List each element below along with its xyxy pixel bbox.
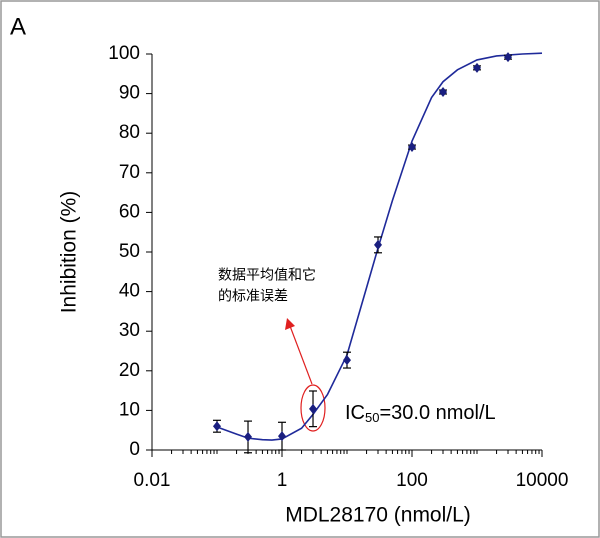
arrow [289, 325, 313, 385]
ic50-subscript: 50 [365, 410, 379, 425]
y-axis-title: Inhibition (%) [58, 191, 81, 314]
y-tick-label: 40 [119, 281, 140, 302]
annotation-line: 数据平均值和它 [218, 267, 316, 283]
y-tick-label: 60 [119, 201, 140, 222]
y-tick-label: 20 [119, 360, 140, 381]
x-tick-label: 100 [396, 470, 428, 491]
y-tick-label: 80 [119, 122, 140, 143]
data-point [504, 52, 513, 63]
y-tick-label: 0 [129, 439, 140, 460]
y-tick-label: 70 [119, 162, 140, 183]
y-tick-label: 90 [119, 83, 140, 104]
x-tick-label: 0.01 [134, 470, 171, 491]
y-tick-label: 50 [119, 241, 140, 262]
ic50-prefix: IC [345, 402, 365, 424]
data-point [309, 403, 318, 414]
fit-curve [216, 52, 543, 441]
y-tick-label: 100 [108, 43, 140, 64]
data-point [278, 431, 286, 442]
y-tick-label: 30 [119, 320, 140, 341]
x-tick-label: 10000 [516, 470, 569, 491]
panel-label: A [10, 13, 26, 40]
data-point [244, 431, 253, 442]
data-point [374, 239, 383, 250]
y-tick-label: 10 [119, 399, 140, 420]
arrow-head [285, 318, 295, 330]
ic50-label: IC50=30.0 nmol/L [345, 402, 496, 425]
data-point [439, 87, 448, 98]
data-point [343, 355, 351, 366]
annotation-line: 的标准误差 [218, 288, 288, 304]
data-point [213, 421, 221, 432]
ic50-suffix: =30.0 nmol/L [379, 402, 495, 424]
highlight [300, 384, 326, 432]
data-point [473, 62, 481, 73]
x-tick-label: 1 [277, 470, 288, 491]
x-axis-title: MDL28170 (nmol/L) [285, 504, 471, 527]
data-point [408, 142, 416, 153]
